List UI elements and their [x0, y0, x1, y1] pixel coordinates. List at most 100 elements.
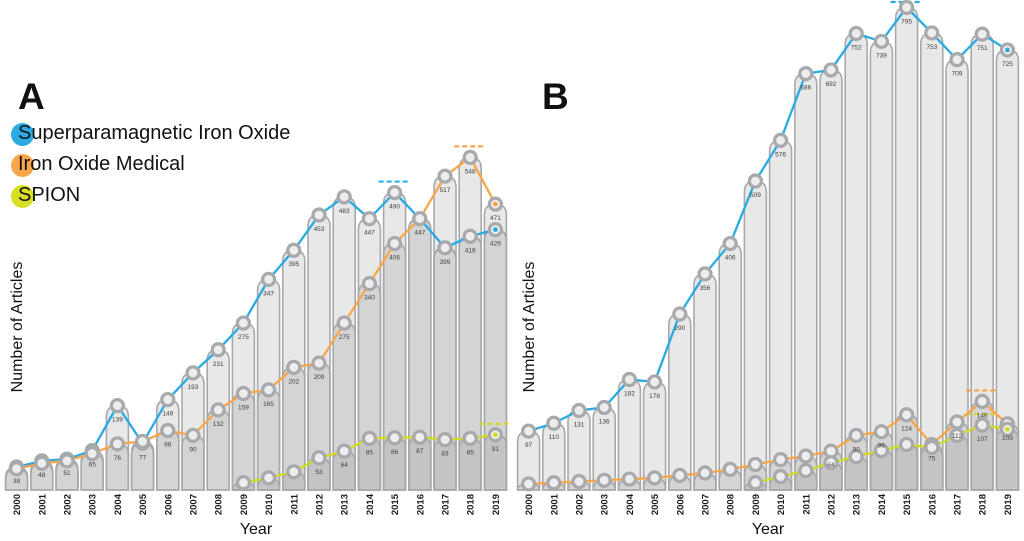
bar	[382, 436, 407, 491]
marker	[647, 374, 663, 390]
value-label: 509	[750, 192, 761, 199]
marker	[387, 235, 403, 252]
year-tick: 2008	[214, 494, 225, 515]
marker	[210, 342, 226, 358]
legend-swatch-blue	[11, 123, 34, 146]
legend-label: Superparamagnetic Iron Oxide	[18, 122, 291, 144]
year-tick: 2000	[12, 494, 23, 515]
year-tick: 2004	[625, 493, 636, 515]
value-label: 447	[364, 230, 375, 237]
marker	[311, 355, 327, 371]
year-tick: 2019	[1003, 494, 1014, 515]
marker	[185, 365, 201, 381]
value-label: 149	[162, 411, 173, 418]
marker	[437, 168, 453, 184]
value-label: 202	[288, 378, 299, 385]
year-tick: 2011	[289, 493, 300, 514]
value-label: 347	[263, 290, 274, 297]
value-label: 64	[827, 462, 835, 469]
year-tick: 2001	[37, 493, 48, 515]
year-tick: 2009	[751, 494, 762, 515]
bar	[156, 429, 180, 491]
legend-item-superparamagnetic-iron-oxide: Superparamagnetic Iron Oxide	[4, 122, 290, 153]
bar	[458, 437, 482, 491]
marker	[437, 432, 453, 448]
marker	[185, 427, 201, 443]
marker	[235, 315, 251, 331]
marker	[437, 240, 453, 256]
marker	[235, 475, 251, 491]
bar	[483, 433, 508, 491]
bar	[357, 437, 382, 491]
value-label: 399	[440, 259, 451, 266]
value-label: 517	[440, 187, 451, 194]
value-label: 739	[876, 52, 887, 59]
value-label: 51	[63, 470, 71, 477]
year-tick: 2008	[726, 494, 737, 515]
value-label: 87	[416, 448, 424, 455]
year-tick: 2003	[88, 494, 99, 515]
value-label: 709	[952, 71, 963, 78]
legend-swatch-orange	[11, 154, 34, 177]
value-label: 96	[878, 443, 886, 450]
bar	[819, 69, 843, 491]
marker	[387, 184, 403, 201]
year-tick: 2009	[239, 494, 250, 515]
marker	[286, 464, 302, 480]
marker	[949, 52, 965, 68]
value-label: 64	[341, 462, 349, 469]
marker	[899, 0, 915, 16]
marker	[873, 424, 889, 440]
year-tick: 2005	[650, 493, 661, 515]
year-tick: 2006	[163, 494, 174, 515]
value-label: 77	[139, 454, 147, 461]
chart-b-plot: 97 110 131 136 182 178 290 356 406 509 576 686 692 75…	[516, 0, 1020, 515]
bar	[794, 72, 818, 491]
marker	[773, 469, 789, 485]
marker	[924, 439, 940, 456]
marker	[261, 470, 277, 486]
value-label: 356	[700, 285, 711, 292]
marker	[747, 475, 763, 491]
y-axis-label-b: Number of Articles	[521, 261, 538, 393]
marker	[571, 402, 587, 419]
value-label: 753	[926, 44, 937, 51]
year-tick: 2016	[927, 494, 938, 515]
value-label: 471	[490, 215, 501, 222]
year-tick: 2017	[441, 494, 452, 515]
marker	[261, 271, 277, 287]
value-label: 483	[339, 208, 350, 215]
marker	[412, 429, 428, 445]
value-label: 418	[465, 247, 476, 254]
year-tick: 2014	[877, 493, 888, 515]
marker	[949, 414, 965, 430]
year-tick: 2019	[491, 494, 502, 515]
year-tick: 2002	[575, 494, 586, 515]
year-tick: 2018	[978, 494, 989, 515]
value-label: 548	[465, 168, 476, 175]
marker	[647, 470, 663, 486]
marker	[521, 476, 537, 492]
legend-item-spion: SPION	[4, 184, 290, 215]
value-label: 290	[674, 325, 685, 332]
year-tick: 2017	[953, 494, 964, 515]
bar	[693, 273, 717, 491]
marker	[596, 399, 612, 416]
value-label: 406	[389, 255, 400, 262]
marker	[848, 427, 864, 443]
year-tick: 2016	[415, 494, 426, 515]
value-label: 76	[114, 455, 122, 462]
value-label: 453	[314, 226, 325, 233]
bar	[743, 180, 768, 491]
value-label: 275	[238, 334, 249, 341]
year-tick: 2015	[390, 493, 401, 515]
marker	[361, 430, 377, 447]
marker	[974, 417, 990, 433]
value-label: 178	[649, 393, 660, 400]
value-label: 109	[1002, 435, 1013, 442]
marker	[210, 402, 226, 418]
value-label: 490	[389, 204, 400, 211]
value-label: 110	[549, 434, 560, 441]
marker	[521, 423, 537, 439]
